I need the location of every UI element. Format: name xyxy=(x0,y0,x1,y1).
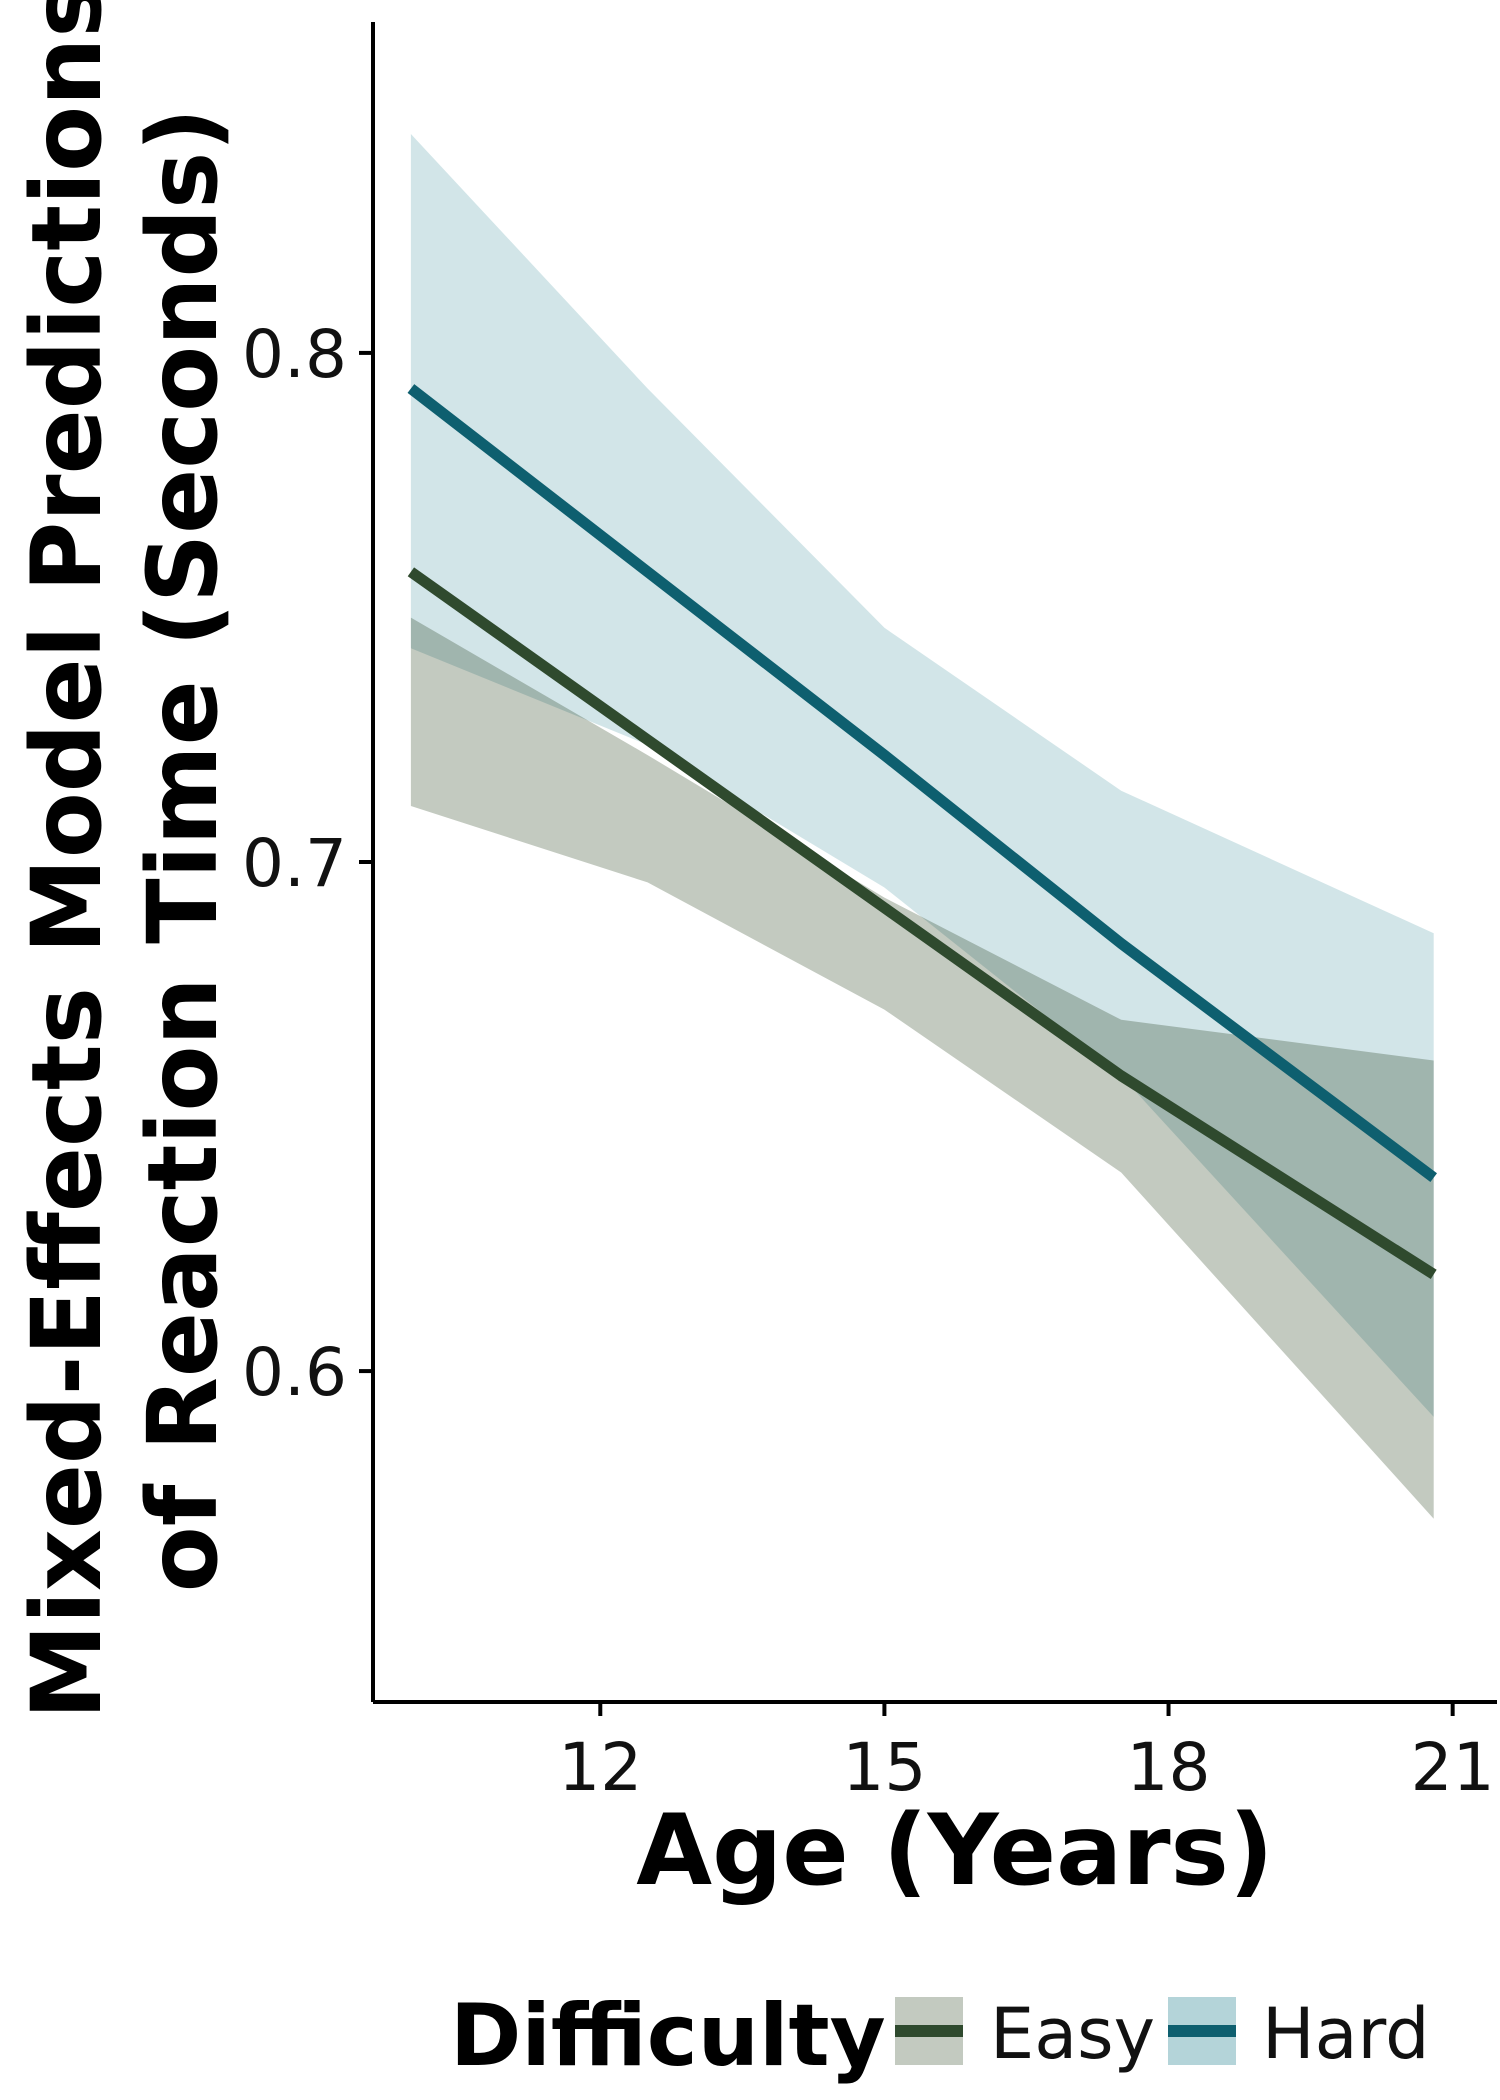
y-tick-label-0.8: 0.8 xyxy=(242,316,347,393)
y-tick-label-0.7: 0.7 xyxy=(242,825,347,902)
x-axis-title: Age (Years) xyxy=(636,1794,1273,1908)
legend-label-hard: Hard xyxy=(1262,1993,1430,2075)
legend-item-easy: Easy xyxy=(895,1993,1155,2075)
y-tick-label-0.6: 0.6 xyxy=(242,1334,347,1411)
prediction-line-easy xyxy=(407,567,1437,1280)
legend-item-hard: Hard xyxy=(1168,1993,1430,2075)
x-tick-label-12: 12 xyxy=(558,1729,642,1806)
y-axis-title-line-1: Mixed-Effects Model Predictions xyxy=(11,0,123,1720)
confidence-band-easy xyxy=(410,617,1434,1519)
confidence-bands xyxy=(410,134,1434,1519)
plot-area: 12 15 18 21 0.6 0.7 0.8 xyxy=(242,22,1497,1806)
x-tick-label-21: 21 xyxy=(1411,1729,1495,1806)
legend: Difficulty Easy Hard xyxy=(450,1986,1430,2086)
x-tick-label-18: 18 xyxy=(1127,1729,1211,1806)
x-tick-label-15: 15 xyxy=(842,1729,926,1806)
confidence-band-hard xyxy=(410,134,1434,1417)
legend-title: Difficulty xyxy=(450,1986,886,2086)
y-axis-title: Mixed-Effects Model Predictions of React… xyxy=(11,0,239,1720)
prediction-line-hard xyxy=(407,384,1437,1183)
legend-label-easy: Easy xyxy=(990,1993,1155,2075)
axis-ticks: 12 15 18 21 0.6 0.7 0.8 xyxy=(242,316,1495,1806)
y-axis-title-line-2: of Reaction Time (Seconds) xyxy=(127,108,239,1592)
prediction-lines xyxy=(407,384,1437,1280)
